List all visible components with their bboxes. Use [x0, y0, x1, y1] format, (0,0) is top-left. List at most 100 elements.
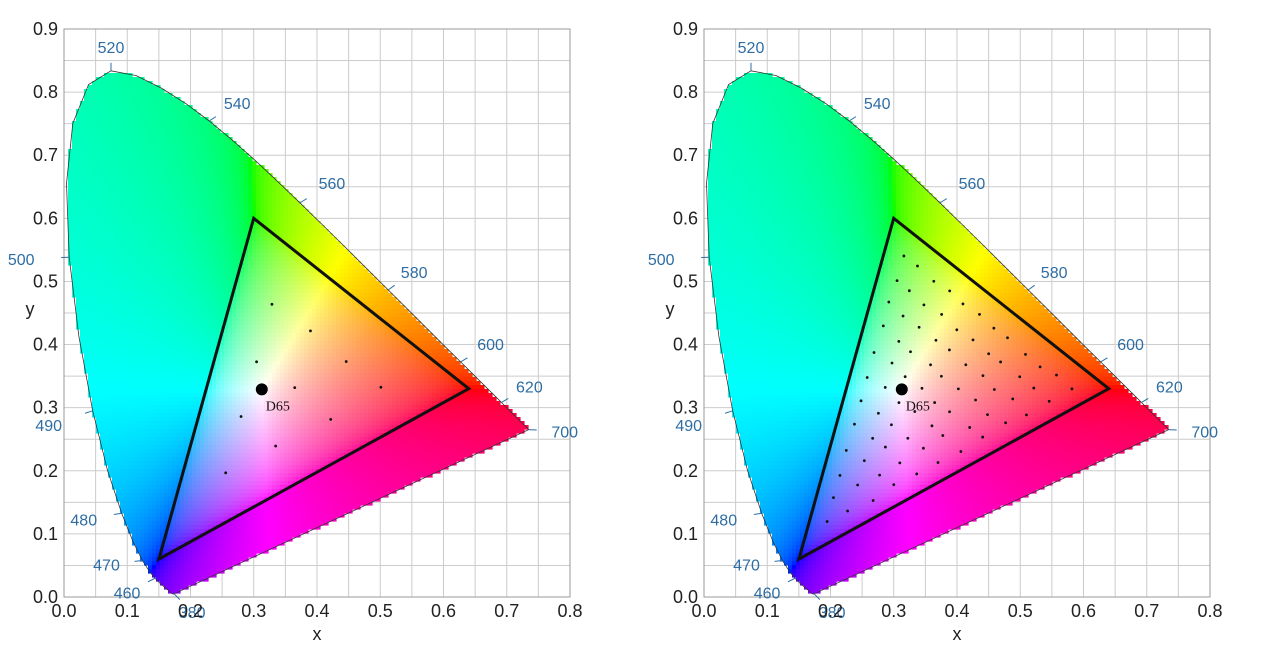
fill-cell	[216, 165, 221, 170]
fill-cell	[116, 197, 121, 202]
fill-cell	[120, 121, 125, 126]
fill-cell	[224, 209, 229, 214]
fill-cell	[120, 357, 125, 362]
fill-cell	[68, 161, 73, 166]
fill-cell	[276, 293, 281, 298]
fill-cell	[268, 297, 273, 302]
fill-cell	[132, 281, 137, 286]
fill-cell	[348, 305, 353, 310]
fill-cell	[144, 177, 149, 182]
fill-cell	[252, 265, 257, 270]
fill-cell	[96, 225, 101, 230]
fill-cell	[184, 329, 189, 334]
fill-cell	[72, 197, 77, 202]
fill-cell	[208, 257, 213, 262]
fill-cell	[408, 345, 413, 350]
fill-cell	[204, 309, 209, 314]
fill-cell	[96, 153, 101, 158]
fill-cell	[316, 257, 321, 262]
fill-cell	[92, 289, 97, 294]
fill-cell	[356, 301, 361, 306]
fill-cell	[88, 325, 93, 330]
fill-cell	[320, 281, 325, 286]
fill-cell	[364, 341, 369, 346]
fill-cell	[280, 213, 285, 218]
fill-cell	[140, 149, 145, 154]
fill-cell	[124, 113, 129, 118]
fill-cell	[100, 241, 105, 246]
fill-cell	[188, 277, 193, 282]
fill-cell	[288, 317, 293, 322]
fill-cell	[328, 249, 333, 254]
fill-cell	[124, 281, 129, 286]
fill-cell	[128, 357, 133, 362]
fill-cell	[108, 161, 113, 166]
fill-cell	[364, 277, 369, 282]
fill-cell	[204, 129, 209, 134]
fill-cell	[260, 193, 265, 198]
fill-cell	[248, 349, 253, 354]
fill-cell	[224, 301, 229, 306]
fill-cell	[204, 241, 209, 246]
fill-cell	[180, 325, 185, 330]
fill-cell	[216, 297, 221, 302]
fill-cell	[260, 273, 265, 278]
fill-cell	[272, 369, 277, 374]
fill-cell	[136, 241, 141, 246]
fill-cell	[152, 177, 157, 182]
fill-cell	[440, 385, 445, 390]
fill-cell	[336, 365, 341, 370]
fill-cell	[204, 145, 209, 150]
fill-cell	[84, 113, 89, 118]
fill-cell	[188, 157, 193, 162]
fill-cell	[392, 317, 397, 322]
fill-cell	[200, 141, 205, 146]
fill-cell	[104, 209, 109, 214]
fill-cell	[260, 177, 265, 182]
fill-cell	[344, 377, 349, 382]
fill-cell	[228, 237, 233, 242]
fill-cell	[232, 341, 237, 346]
fill-cell	[208, 329, 213, 334]
fill-cell	[264, 257, 269, 262]
fill-cell	[252, 229, 257, 234]
fill-cell	[228, 265, 233, 270]
fill-cell	[200, 237, 205, 242]
fill-cell	[172, 197, 177, 202]
fill-cell	[252, 165, 257, 170]
fill-cell	[152, 309, 157, 314]
fill-cell	[220, 197, 225, 202]
fill-cell	[228, 361, 233, 366]
fill-cell	[416, 377, 421, 382]
fill-cell	[188, 341, 193, 346]
fill-cell	[160, 217, 165, 222]
fill-cell	[92, 137, 97, 142]
fill-cell	[200, 169, 205, 174]
fill-cell	[168, 149, 173, 154]
fill-cell	[292, 325, 297, 330]
fill-cell	[364, 301, 369, 306]
fill-cell	[92, 89, 97, 94]
fill-cell	[224, 145, 229, 150]
fill-cell	[240, 205, 245, 210]
fill-cell	[124, 245, 129, 250]
fill-cell	[388, 317, 393, 322]
fill-cell	[272, 333, 277, 338]
fill-cell	[84, 337, 89, 342]
fill-cell	[100, 305, 105, 310]
fill-cell	[124, 297, 129, 302]
fill-cell	[232, 173, 237, 178]
fill-cell	[88, 261, 93, 266]
fill-cell	[148, 313, 153, 318]
fill-cell	[200, 157, 205, 162]
fill-cell	[304, 333, 309, 338]
fill-cell	[240, 177, 245, 182]
fill-cell	[108, 353, 113, 358]
fill-cell	[272, 337, 277, 342]
fill-cell	[316, 329, 321, 334]
fill-cell	[140, 201, 145, 206]
fill-cell	[132, 129, 137, 134]
fill-cell	[200, 385, 205, 390]
fill-cell	[336, 301, 341, 306]
fill-cell	[304, 377, 309, 382]
